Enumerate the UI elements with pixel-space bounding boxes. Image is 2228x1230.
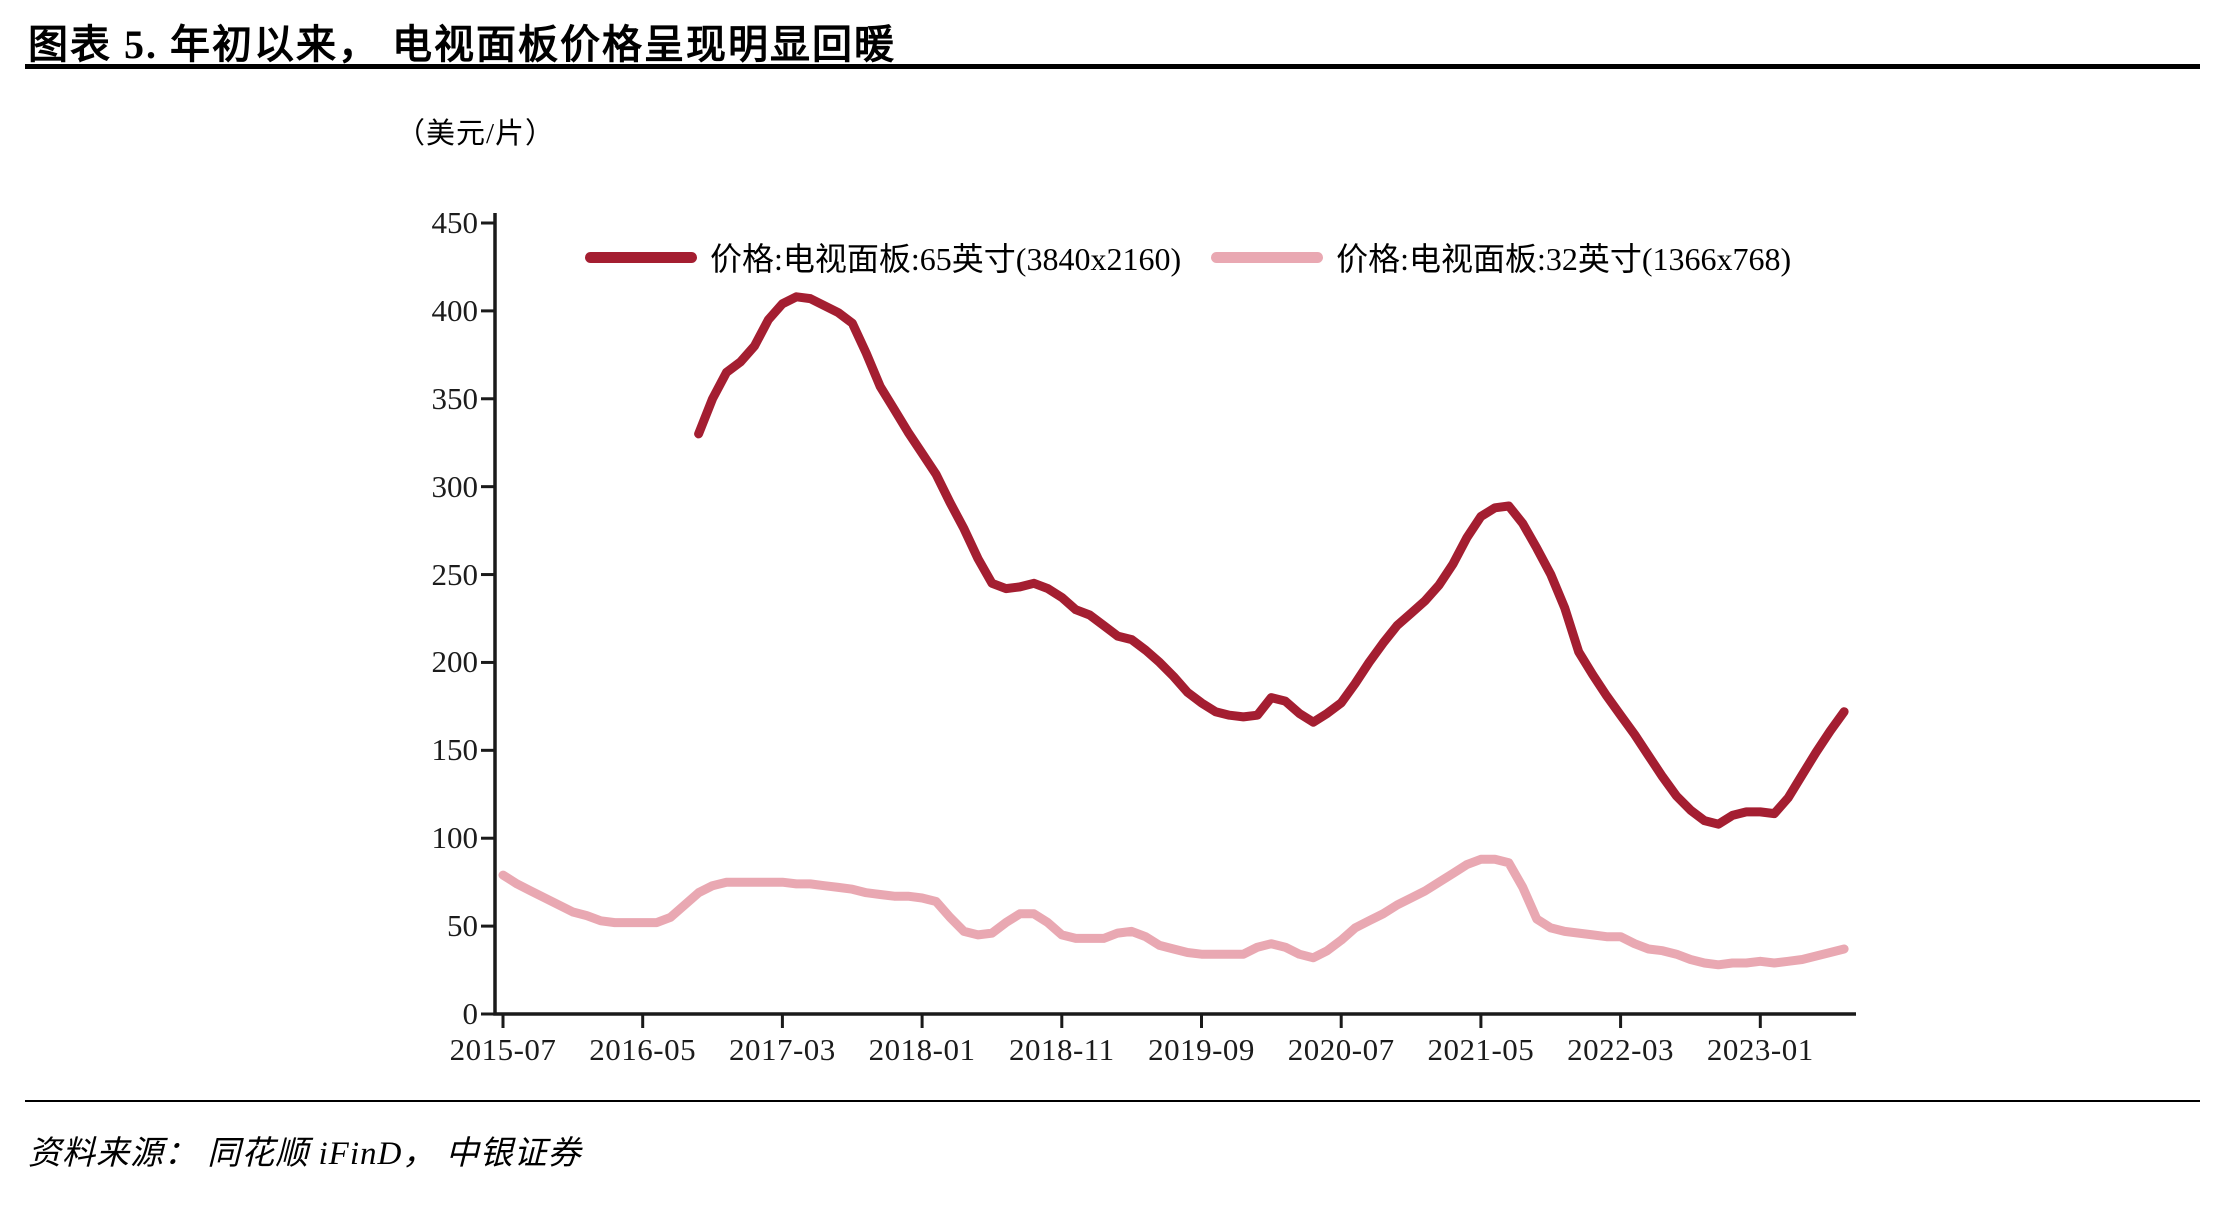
- x-tick-label: 2019-09: [1148, 1032, 1255, 1067]
- x-tick-label: 2017-03: [728, 1032, 836, 1067]
- chart-legend: 价格:电视面板:65英寸(3840x2160) 价格:电视面板:32英寸(136…: [585, 234, 1791, 280]
- x-tick-label: 2018-01: [868, 1032, 976, 1067]
- y-tick-label: 100: [431, 820, 479, 856]
- line-swatch-32-icon: [1211, 251, 1324, 263]
- y-tick-label: 350: [431, 380, 479, 416]
- x-tick-label: 2022-03: [1567, 1032, 1675, 1067]
- page-title: 图表 5. 年初以来， 电视面板价格呈现明显回暖: [28, 22, 896, 67]
- x-tick-label: 2016-05: [589, 1032, 697, 1067]
- legend-label-65inch: 价格:电视面板:65英寸(3840x2160): [710, 241, 1182, 277]
- x-tick-label: 2015-07: [449, 1032, 557, 1067]
- title-divider: [25, 64, 2200, 69]
- y-tick-label: 50: [447, 908, 478, 944]
- source-note: 资料来源： 同花顺 iFinD， 中银证券: [28, 1136, 582, 1172]
- y-tick-label: 0: [462, 996, 479, 1031]
- footer-divider: [25, 1100, 2200, 1102]
- series-line-32inch: [498, 854, 1849, 970]
- series-line-65inch: [694, 292, 1849, 829]
- legend-item-32inch: 价格:电视面板:32英寸(1366x768): [1211, 234, 1791, 280]
- y-tick-label: 150: [431, 732, 479, 768]
- x-tick-label: 2018-11: [1008, 1032, 1115, 1067]
- x-tick-label: 2021-05: [1427, 1032, 1535, 1067]
- x-tick-label: 2023-01: [1706, 1032, 1814, 1067]
- x-tick-label: 2020-07: [1287, 1032, 1395, 1067]
- legend-label-32inch: 价格:电视面板:32英寸(1366x768): [1336, 241, 1792, 277]
- y-tick-label: 400: [431, 292, 479, 328]
- y-tick-label: 300: [431, 468, 479, 504]
- y-tick-label: 450: [431, 204, 479, 240]
- legend-item-65inch: 价格:电视面板:65英寸(3840x2160): [585, 234, 1181, 280]
- y-tick-label: 200: [431, 644, 479, 680]
- line-swatch-65-icon: [585, 251, 697, 263]
- y-axis-unit-label: （美元/片）: [396, 118, 556, 150]
- y-tick-label: 250: [431, 556, 479, 592]
